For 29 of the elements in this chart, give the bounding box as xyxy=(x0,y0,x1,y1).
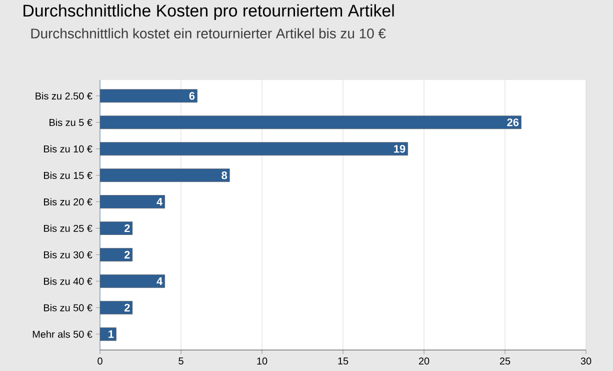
x-tick-label: 0 xyxy=(98,358,102,365)
x-tick-label: 30 xyxy=(580,358,592,365)
x-tick-label: 5 xyxy=(178,358,184,364)
y-tick-label: Bis zu 15 € xyxy=(44,172,92,179)
data-label: 8 xyxy=(222,171,228,180)
y-tick-label: Bis zu 5 € xyxy=(50,118,92,126)
data-label: 26 xyxy=(507,118,519,126)
y-tick-label: Bis zu 25 € xyxy=(44,224,92,232)
x-tick-label: 20 xyxy=(418,358,430,365)
data-label: 1 xyxy=(108,330,114,338)
y-tick-label: Bis zu 40 € xyxy=(44,278,92,285)
x-tick-label: 10 xyxy=(257,358,268,365)
y-tick-label: Bis zu 10 € xyxy=(44,145,92,152)
data-label: 2 xyxy=(124,304,130,312)
y-tick-label: Bis zu 2.50 € xyxy=(36,92,92,100)
data-label: 4 xyxy=(156,277,163,285)
y-tick-label: Bis zu 20 € xyxy=(44,198,92,206)
chart-title: Durchschnittliche Kosten pro retourniertem Artikel xyxy=(24,4,394,20)
data-label: 4 xyxy=(156,198,163,206)
data-label: 19 xyxy=(394,144,406,153)
y-tick-label: Bis zu 30 € xyxy=(44,251,92,258)
data-label: 6 xyxy=(189,92,195,100)
data-label: 2 xyxy=(124,250,130,259)
chart-subtitle: Durchschnittlich kostet ein retournierter Artikel bis zu 10 € xyxy=(31,28,386,38)
x-tick-label: 15 xyxy=(338,358,348,364)
data-label: 2 xyxy=(124,224,130,232)
y-tick-label: Bis zu 50 € xyxy=(44,304,92,312)
x-tick-label: 25 xyxy=(500,358,510,365)
y-tick-label: Mehr als 50 € xyxy=(32,330,92,338)
